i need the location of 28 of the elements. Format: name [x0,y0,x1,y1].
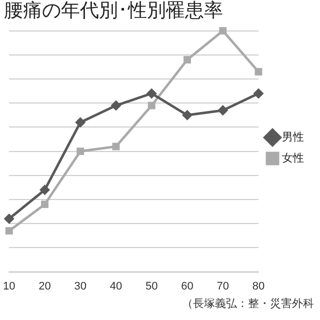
point [148,102,156,110]
x-tick-label: 50 [145,280,158,292]
point [76,118,86,128]
x-tick-label: 80 [252,280,265,292]
point [41,200,48,208]
legend-label: 女性 [282,152,304,165]
point [112,142,120,150]
point [218,106,228,116]
x-tick-label: 30 [74,280,86,292]
point [184,56,191,64]
point [219,27,227,35]
point [111,100,121,110]
x-tick-label: 40 [110,280,122,292]
point [40,185,50,195]
x-tick-label: 60 [181,280,194,292]
point [5,227,13,235]
point [254,68,262,76]
point [4,214,14,224]
point [146,88,156,98]
point [254,88,264,98]
x-tick-label: 20 [38,280,51,292]
legend-label: 男性 [282,132,304,144]
text: （長塚義弘：整・災害外科 [181,296,315,311]
point [182,110,192,120]
chart-title: 腰痛の年代別･性別罹患率 [4,0,223,22]
x-tick-label: 70 [216,280,229,292]
x-tick-label: 10 [2,280,16,292]
point [76,148,84,156]
